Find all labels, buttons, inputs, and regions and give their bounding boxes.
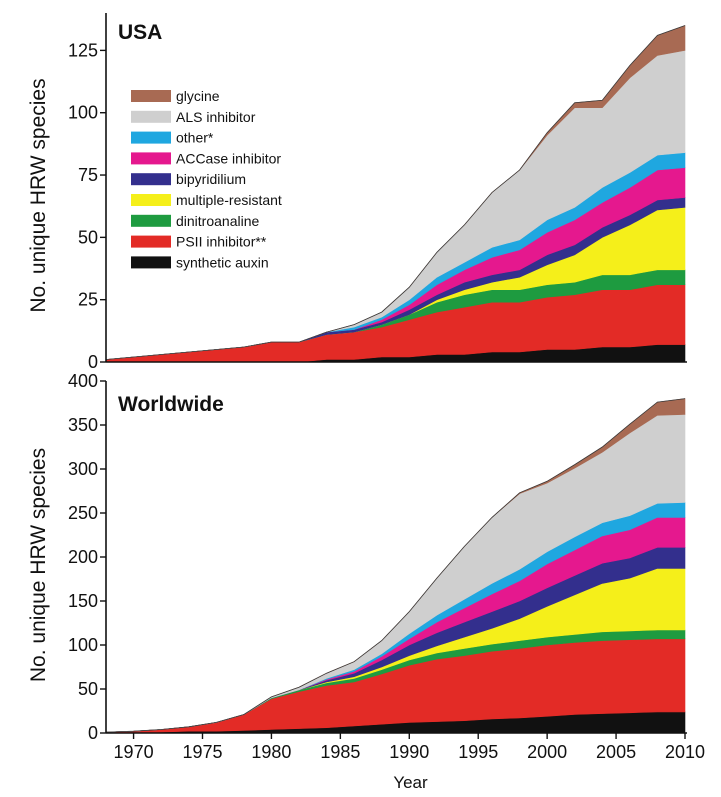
x-axis-label: Year (393, 773, 428, 792)
y-tick-label: 200 (68, 547, 98, 567)
x-tick-label: 1990 (389, 742, 429, 762)
y-axis-label: No. unique HRW species (27, 448, 50, 682)
y-tick-label: 350 (68, 415, 98, 435)
legend-label-dinitroanaline: dinitroanaline (176, 213, 259, 229)
y-tick-label: 0 (88, 723, 98, 743)
worldwide-panel: 0 50 100 150 200 250 300 350 400 No. unique HRW s… (27, 371, 705, 792)
y-tick-label: 25 (78, 290, 98, 310)
legend-label-psii-inhibitor: PSII inhibitor** (176, 234, 267, 250)
legend: glycine ALS inhibitor other* ACCase inhibit… (131, 88, 282, 270)
x-tick-label: 1985 (320, 742, 360, 762)
legend-swatch-accase-inhibitor (131, 152, 171, 165)
x-tick-label: 2000 (527, 742, 567, 762)
y-tick-label: 150 (68, 591, 98, 611)
legend-swatch-psii-inhibitor (131, 235, 171, 248)
total-outline (105, 25, 686, 360)
panel-title: USA (118, 21, 162, 44)
y-tick-label: 100 (68, 103, 98, 123)
y-tick-label: 300 (68, 459, 98, 479)
x-tick-label: 1975 (182, 742, 222, 762)
legend-swatch-als-inhibitor (131, 110, 171, 123)
y-tick-label: 0 (88, 352, 98, 372)
legend-swatch-multiple-resistant (131, 194, 171, 206)
usa-panel: 0 25 50 75 100 125 No. unique HRW species USA (27, 13, 687, 372)
y-tick-label: 50 (78, 227, 98, 247)
legend-swatch-other (131, 131, 171, 144)
y-tick-label: 50 (78, 679, 98, 699)
legend-swatch-glycine (131, 90, 171, 102)
legend-label-bipyridilium: bipyridilium (176, 171, 246, 187)
y-tick-label: 125 (68, 40, 98, 60)
x-tick-label: 1970 (114, 742, 154, 762)
y-tick-label: 400 (68, 371, 98, 391)
panel-title: Worldwide (118, 393, 224, 416)
legend-label-als-inhibitor: ALS inhibitor (176, 109, 256, 125)
y-tick-label: 75 (78, 165, 98, 185)
y-axis-label: No. unique HRW species (27, 78, 50, 312)
x-tick-label: 2005 (596, 742, 636, 762)
x-tick-label: 1980 (251, 742, 291, 762)
legend-label-other: other* (176, 130, 214, 146)
x-tick-label: 1995 (458, 742, 498, 762)
legend-label-synthetic-auxin: synthetic auxin (176, 254, 269, 270)
legend-label-accase-inhibitor: ACCase inhibitor (176, 150, 281, 166)
y-tick-label: 250 (68, 503, 98, 523)
legend-swatch-bipyridilium (131, 173, 171, 186)
x-tick-label: 2010 (665, 742, 705, 762)
legend-label-glycine: glycine (176, 88, 220, 104)
legend-swatch-synthetic-auxin (131, 256, 171, 269)
y-tick-label: 100 (68, 635, 98, 655)
total-outline (105, 398, 686, 733)
legend-label-multiple-resistant: multiple-resistant (176, 192, 282, 208)
legend-swatch-dinitroanaline (131, 214, 171, 227)
